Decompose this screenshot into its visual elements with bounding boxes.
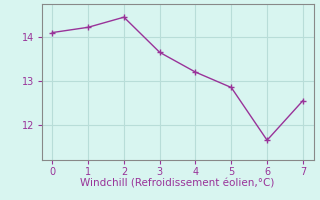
X-axis label: Windchill (Refroidissement éolien,°C): Windchill (Refroidissement éolien,°C) [80, 178, 275, 188]
